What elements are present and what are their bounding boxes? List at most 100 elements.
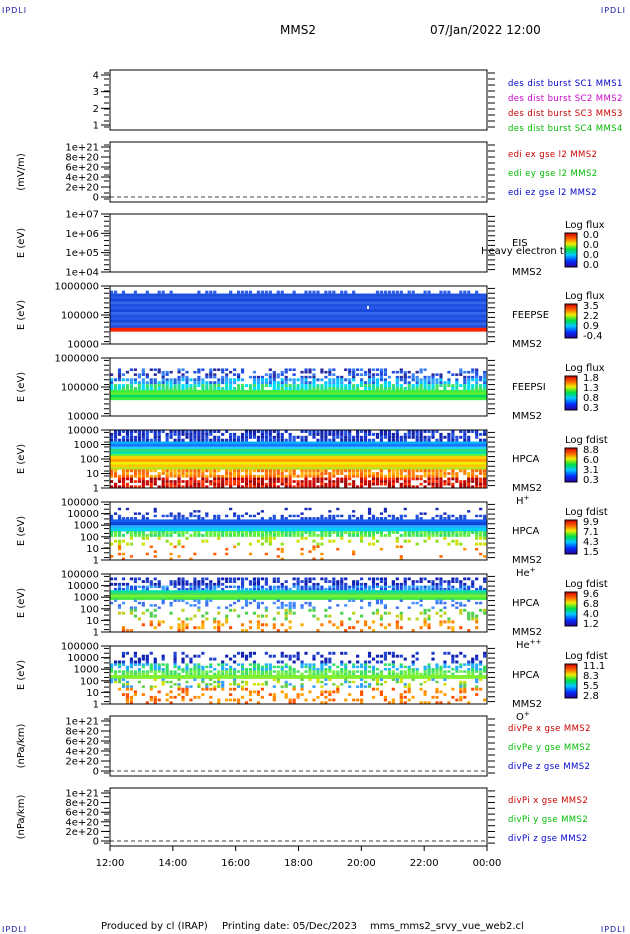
instrument-name: FEEPSE bbox=[512, 310, 549, 321]
colorbar-tick-label: 3.5 bbox=[583, 301, 599, 312]
colorbar-tick-label: 0.3 bbox=[583, 403, 599, 414]
heatmap-p8 bbox=[110, 577, 487, 633]
y-tick-label: 100000 bbox=[61, 383, 99, 394]
colorbar bbox=[564, 447, 578, 483]
colorbar-tick-label: 5.5 bbox=[583, 681, 599, 692]
legend-entry: divPi z gse MMS2 bbox=[508, 834, 588, 844]
colorbar-tick-label: 0.0 bbox=[583, 240, 599, 251]
colorbar-tick-label: 1.2 bbox=[583, 619, 599, 630]
y-tick-label: 1e+05 bbox=[65, 248, 99, 259]
colorbar-tick-label: 8.3 bbox=[583, 671, 599, 682]
heatmap-p5 bbox=[110, 368, 487, 401]
y-tick-label: 100000 bbox=[61, 570, 99, 581]
legend-entry: divPe y gse MMS2 bbox=[508, 743, 591, 753]
corner-label-top-right: IPDLI bbox=[600, 6, 626, 15]
colorbar-tick-label: 9.9 bbox=[583, 517, 599, 528]
colorbar-tick-label: 8.8 bbox=[583, 445, 599, 456]
y-tick-label: 10 bbox=[86, 688, 99, 699]
y-tick-label: 8e+20 bbox=[65, 153, 99, 164]
colorbar-tick-label: 0.0 bbox=[583, 230, 599, 241]
legend-entry: des dist burst SC1 MMS1 bbox=[508, 79, 623, 89]
y-tick-label: 10000 bbox=[67, 653, 99, 664]
colorbar bbox=[564, 591, 578, 627]
y-tick-label: 1e+21 bbox=[65, 717, 99, 728]
panel-frame bbox=[109, 645, 488, 705]
instrument-name: HPCA bbox=[512, 454, 540, 465]
spacecraft-name: MMS2 bbox=[512, 555, 542, 566]
instrument-name: HPCA bbox=[512, 526, 540, 537]
colorbar-tick-label: 7.1 bbox=[583, 527, 599, 538]
species-label: He+ bbox=[516, 566, 536, 579]
legend-entry: edi ey gse l2 MMS2 bbox=[508, 169, 598, 179]
panel-frame bbox=[109, 715, 488, 777]
panel-p4: 1000000 100000 10000 E (eV) FEEPSE MMS2 Log fl… bbox=[16, 282, 605, 351]
y-axis-label: E (eV) bbox=[16, 300, 27, 330]
y-tick-label: 4e+20 bbox=[65, 173, 99, 184]
y-axis-label: (mV/m) bbox=[16, 153, 27, 191]
y-tick-label: 0 bbox=[93, 837, 99, 848]
y-axis-label: E (eV) bbox=[16, 372, 27, 402]
y-tick-label: 1e+06 bbox=[65, 229, 99, 240]
footer-producer: Produced by cl (IRAP) bbox=[101, 921, 208, 932]
colorbar-tick-label: 2.2 bbox=[583, 311, 599, 322]
x-tick-label: 20:00 bbox=[347, 858, 376, 869]
colorbar-title: Log fdist bbox=[565, 507, 608, 518]
spacecraft-name: MMS2 bbox=[512, 699, 542, 710]
y-tick-label: 1 bbox=[93, 700, 99, 711]
x-tick-label: 16:00 bbox=[221, 858, 250, 869]
instrument-name: EIS bbox=[512, 238, 528, 249]
colorbar-tick-label: 11.1 bbox=[583, 661, 605, 672]
y-tick-label: 4 bbox=[93, 71, 99, 82]
footer-file: mms_mms2_srvy_vue_web2.cl bbox=[370, 921, 524, 932]
legend-entry: des dist burst SC2 MMS2 bbox=[508, 94, 623, 104]
y-tick-label: 1000 bbox=[74, 665, 99, 676]
colorbar-tick-label: 6.8 bbox=[583, 599, 599, 610]
y-tick-label: 3 bbox=[93, 87, 99, 98]
panel-frame bbox=[109, 213, 488, 273]
y-tick-label: 1 bbox=[93, 484, 99, 495]
y-tick-label: 0 bbox=[93, 193, 99, 204]
legend-entry: edi ex gse l2 MMS2 bbox=[508, 150, 597, 160]
spacecraft-name: MMS2 bbox=[512, 483, 542, 494]
y-tick-label: 1 bbox=[93, 121, 99, 132]
y-tick-label: 100 bbox=[80, 455, 99, 466]
spacecraft-name: MMS2 bbox=[512, 627, 542, 638]
corner-label-top-left: IPDLI bbox=[2, 6, 28, 15]
panel-frame bbox=[109, 141, 488, 203]
heatmap-p6 bbox=[110, 430, 487, 489]
footer-printing-date: Printing date: 05/Dec/2023 bbox=[222, 921, 358, 932]
panel-frame bbox=[109, 787, 488, 847]
y-tick-label: 1 bbox=[93, 556, 99, 567]
y-axis-label: E (eV) bbox=[16, 660, 27, 690]
legend-entry: divPi x gse MMS2 bbox=[508, 796, 588, 806]
colorbar-title: Log fdist bbox=[565, 651, 608, 662]
corner-label-bottom-right: IPDLI bbox=[600, 925, 626, 934]
y-tick-label: 1 bbox=[93, 628, 99, 639]
x-tick-label: 14:00 bbox=[158, 858, 187, 869]
colorbar bbox=[564, 375, 578, 411]
panel-frame bbox=[109, 69, 488, 131]
y-axis-label: E (eV) bbox=[16, 444, 27, 474]
y-tick-label: 0 bbox=[93, 767, 99, 778]
y-tick-label: 6e+20 bbox=[65, 808, 99, 819]
y-tick-label: 2e+20 bbox=[65, 827, 99, 838]
legend-entry: divPe x gse MMS2 bbox=[508, 724, 591, 734]
colorbar-title: Log fdist bbox=[565, 435, 608, 446]
colorbar-tick-label: 0.9 bbox=[583, 321, 599, 332]
y-tick-label: 10000 bbox=[67, 340, 99, 351]
colorbar-title: Log flux bbox=[565, 291, 605, 302]
y-tick-label: 10000 bbox=[67, 509, 99, 520]
y-tick-label: 2 bbox=[93, 104, 99, 115]
species-label: O+ bbox=[516, 710, 530, 723]
y-tick-label: 4e+20 bbox=[65, 817, 99, 828]
corner-label-bottom-left: IPDLI bbox=[2, 925, 28, 934]
y-tick-label: 1e+21 bbox=[65, 789, 99, 800]
panel-p3: 1e+07 1e+06 1e+05 1e+04 E (eV) EIS MMS2 Heavy e… bbox=[16, 210, 605, 279]
panel-frame bbox=[109, 573, 488, 633]
y-tick-label: 10 bbox=[86, 616, 99, 627]
y-tick-label: 10000 bbox=[67, 426, 99, 437]
datetime-title: 07/Jan/2022 12:00 bbox=[430, 23, 541, 37]
